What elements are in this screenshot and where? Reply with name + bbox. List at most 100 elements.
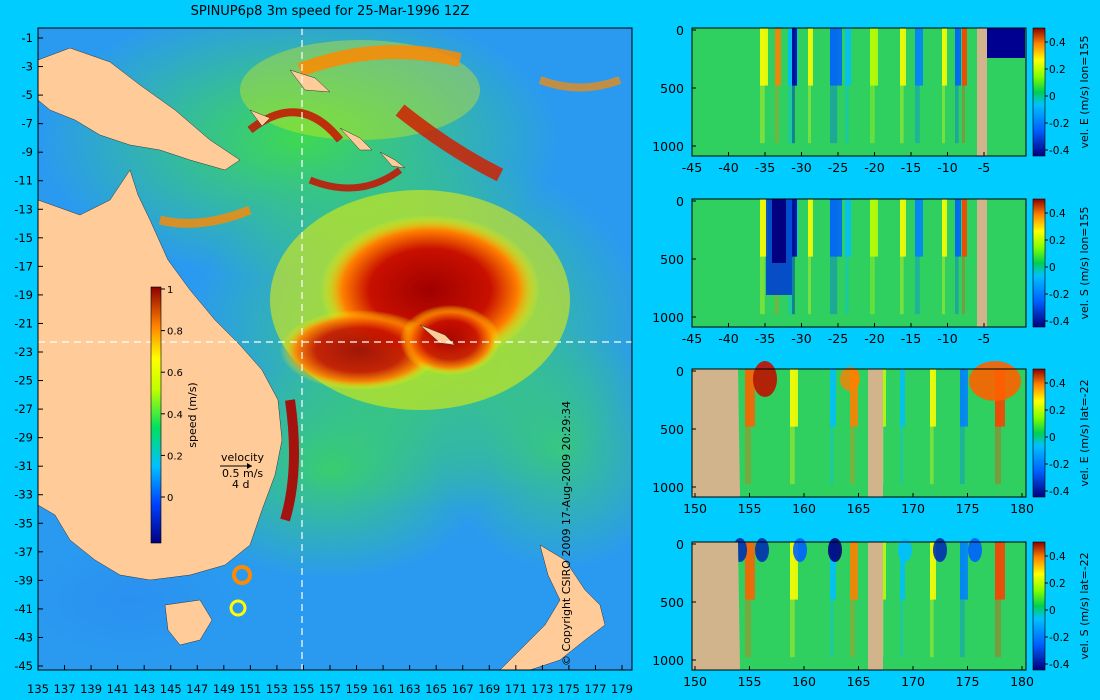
section-colorbar-tick: 0.2 (1049, 64, 1066, 76)
section-ylabel: vel. E (m/s) lon=155 (1078, 36, 1091, 149)
section-colorbar (1032, 27, 1046, 157)
speed-colorbar: 1 0.8 0.6 0.4 0.2 0 speed (m/s) (150, 285, 199, 544)
lat-axis: -1 -3 -5 -7 -9 -11 -13 -15 -17 -19 -21 -23 -25 -27 -29… (14, 31, 43, 673)
section-colorbar-tick: -0.4 (1049, 659, 1070, 671)
section-colorbar-tick: 0.4 (1049, 208, 1066, 220)
depth-tick-label: 0 (676, 23, 684, 38)
lon-tick-label: 143 (133, 682, 155, 696)
new-zealand-landmass (499, 544, 606, 670)
tasmania-landmass (164, 599, 213, 646)
lat-tick-label: -1 (22, 31, 33, 45)
section-x-tick-label: 150 (683, 501, 707, 516)
section-x-tick-label: -45 (682, 160, 702, 175)
lon-tick-label: 141 (107, 682, 129, 696)
lon-tick-label: 135 (27, 682, 49, 696)
lon-tick-label: 137 (54, 682, 76, 696)
lat-tick-label: -13 (14, 202, 33, 216)
colorbar-tick-label: 0.4 (167, 410, 183, 421)
lat-tick-label: -35 (14, 516, 33, 530)
section-x-tick-label: 170 (901, 501, 925, 516)
depth-tick-label: 1000 (652, 310, 684, 325)
section-x-tick-label: 165 (847, 674, 871, 689)
lon-tick-label: 149 (213, 682, 235, 696)
lon-tick-label: 151 (239, 682, 261, 696)
section-x-tick-label: -35 (755, 331, 775, 346)
section-x-tick-label: -5 (978, 331, 990, 346)
section-colorbar-tick: 0.2 (1049, 405, 1066, 417)
section-colorbar-tick: 0 (1049, 262, 1056, 274)
lat-tick-label: -45 (14, 659, 33, 673)
png-islands-landmass (249, 69, 331, 127)
section-x-tick-label: 160 (792, 674, 816, 689)
page-title: SPINUP6p8 3m speed for 25-Mar-1996 12Z (190, 4, 470, 19)
land-mask (977, 28, 987, 156)
lat-tick-label: -19 (14, 288, 33, 302)
depth-tick-label: 0 (676, 364, 684, 379)
section-x-tick-label: 160 (792, 501, 816, 516)
land-mask (977, 199, 987, 327)
section-x-tick-label: 150 (683, 674, 707, 689)
section-colorbar (1032, 198, 1046, 328)
lat-tick-label: -37 (14, 545, 33, 559)
section-x-tick-label: -40 (718, 160, 738, 175)
lon-tick-label: 155 (292, 682, 314, 696)
section-colorbar-tick: 0.2 (1049, 578, 1066, 590)
section-colorbar-tick: -0.2 (1049, 118, 1070, 130)
lon-tick-label: 177 (584, 682, 606, 696)
section-colorbar-tick: -0.4 (1049, 145, 1070, 157)
section-panel-4: 0 500 1000 150 155 160 165 170 175 180 0.4 0.2 0 -0.2… (652, 537, 1091, 689)
land-mask (692, 369, 740, 497)
section-ylabel: vel. E (m/s) lat=-22 (1078, 379, 1091, 486)
colorbar-tick-label: 0.2 (167, 451, 183, 462)
section-x-tick-label: -25 (828, 331, 848, 346)
lat-tick-label: -41 (14, 602, 33, 616)
velocity-key-label: velocity (221, 451, 264, 464)
map-frame (37, 27, 633, 671)
lat-tick-label: -39 (14, 573, 33, 587)
section-ylabel: vel. S (m/s) lon=155 (1078, 206, 1091, 319)
velocity-key-speed: 0.5 m/s (222, 467, 263, 480)
section-panel-2: 0 500 1000 -45 -40 -35 -30 -25 -20 -15 -10 -5 0.4 0.2… (652, 194, 1091, 346)
lon-axis: 135 137 139 141 143 145 147 149 151 153 155 157 159 1… (27, 665, 633, 696)
section-x-tick-label: -20 (864, 160, 884, 175)
colorbar-tick-label: 0.6 (167, 368, 183, 379)
section-colorbar-tick: -0.4 (1049, 316, 1070, 328)
section-x-tick-label: 155 (738, 674, 762, 689)
depth-tick-label: 500 (660, 252, 684, 267)
lat-tick-label: -3 (22, 60, 33, 74)
section-colorbar-tick: 0.4 (1049, 378, 1066, 390)
section-ylabel: vel. S (m/s) lat=-22 (1078, 552, 1091, 659)
depth-tick-label: 1000 (652, 653, 684, 668)
lat-tick-label: -11 (14, 174, 33, 188)
section-x-tick-label: 180 (1010, 501, 1034, 516)
lat-tick-label: -5 (22, 88, 33, 102)
section-panel-3: 0 500 1000 150 155 160 165 170 175 180 0.4 0.2 0 -0.2… (652, 361, 1091, 516)
speed-map (38, 28, 632, 670)
colorbar-tick-label: 0.8 (167, 327, 183, 338)
section-x-tick-label: -45 (682, 331, 702, 346)
land-mask (868, 369, 883, 497)
section-colorbar-tick: 0 (1049, 91, 1056, 103)
section-x-tick-label: -30 (791, 160, 811, 175)
section-colorbar-tick: -0.2 (1049, 459, 1070, 471)
lat-tick-label: -17 (14, 259, 33, 273)
section-x-tick-label: -35 (755, 160, 775, 175)
lat-tick-label: -25 (14, 374, 33, 388)
lon-tick-label: 169 (478, 682, 500, 696)
lon-tick-label: 163 (399, 682, 421, 696)
lat-tick-label: -29 (14, 431, 33, 445)
copyright-note: © Copyright CSIRO 2009 17-Aug-2009 20:29… (560, 400, 573, 666)
lat-tick-label: -7 (22, 117, 33, 131)
section-colorbar (1032, 541, 1046, 671)
section-x-tick-label: 180 (1010, 674, 1034, 689)
lon-tick-label: 167 (452, 682, 474, 696)
section-colorbar-tick: 0.2 (1049, 235, 1066, 247)
depth-tick-label: 0 (676, 194, 684, 209)
section-x-tick-label: -15 (901, 160, 921, 175)
section-x-tick-label: 175 (956, 674, 980, 689)
section-colorbar-tick: -0.4 (1049, 486, 1070, 498)
section-x-tick-label: -15 (901, 331, 921, 346)
lon-tick-label: 139 (80, 682, 102, 696)
section-colorbar-tick: -0.2 (1049, 632, 1070, 644)
